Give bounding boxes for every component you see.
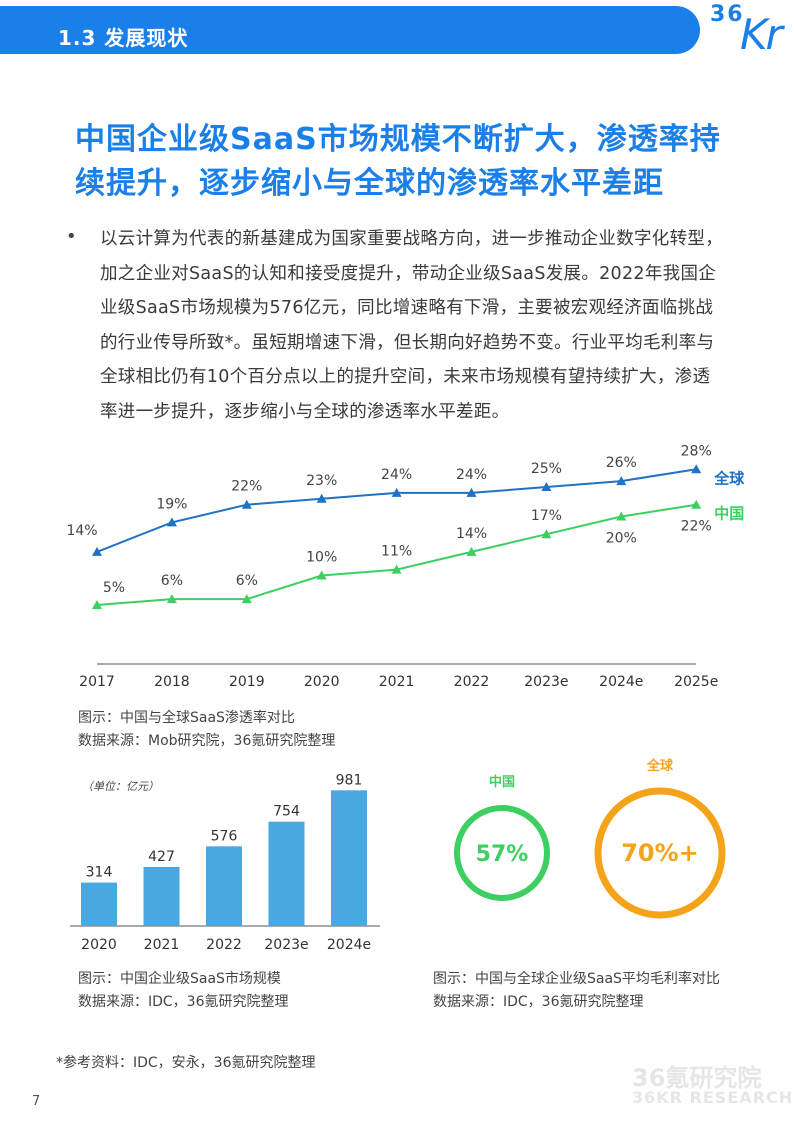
data-point-marker bbox=[316, 493, 327, 503]
bar-value-label: 981 bbox=[336, 772, 363, 788]
bar bbox=[331, 790, 367, 926]
bullet-marker: • bbox=[66, 226, 77, 247]
x-tick-label: 2021 bbox=[379, 674, 415, 690]
page-title: 中国企业级SaaS市场规模不断扩大，渗透率持续提升，逐步缩小与全球的渗透率水平差… bbox=[75, 122, 721, 201]
data-point-marker bbox=[391, 487, 402, 497]
bar-value-label: 754 bbox=[273, 804, 300, 820]
data-label: 10% bbox=[306, 550, 337, 566]
data-label: 6% bbox=[236, 573, 258, 589]
ring-title-china: 中国 bbox=[489, 774, 515, 790]
data-label: 24% bbox=[456, 467, 487, 483]
bar-value-label: 314 bbox=[86, 865, 113, 881]
body-paragraph: 以云计算为代表的新基建成为国家重要战略方向，进一步推动企业数字化转型，加之企业对… bbox=[100, 229, 723, 422]
data-point-marker bbox=[241, 594, 252, 604]
x-tick-label: 2024e bbox=[599, 674, 643, 690]
footnote: *参考资料：IDC，安永，36氪研究院整理 bbox=[56, 1055, 316, 1071]
data-label: 22% bbox=[681, 519, 712, 535]
data-point-marker bbox=[541, 529, 552, 539]
series-legend-china: 中国 bbox=[714, 505, 744, 523]
data-point-marker bbox=[466, 487, 477, 497]
ring-value-label: 70%+ bbox=[621, 839, 699, 867]
bar-chart-source: 数据来源：IDC，36氪研究院整理 bbox=[78, 994, 289, 1010]
bar-unit-label: （单位：亿元） bbox=[82, 780, 159, 793]
x-tick-label: 2022 bbox=[454, 674, 490, 690]
x-tick-label: 2023e bbox=[524, 674, 568, 690]
logo-number: 36 bbox=[710, 2, 745, 27]
bar-category-label: 2023e bbox=[264, 937, 308, 953]
data-label: 22% bbox=[231, 479, 262, 495]
market-size-bar-chart: （单位：亿元） 314 2020 427 2021 576 2022 754 2023e 981 2… bbox=[70, 772, 380, 953]
data-point-marker bbox=[691, 464, 702, 474]
data-label: 26% bbox=[606, 455, 637, 471]
ring-title-global: 全球 bbox=[646, 758, 674, 774]
bar bbox=[206, 846, 242, 926]
donut-chart-caption: 图示：中国与全球企业级SaaS平均毛利率对比 bbox=[433, 971, 720, 987]
line-chart-caption: 图示：中国与全球SaaS渗透率对比 bbox=[78, 710, 295, 726]
section-header-bar: 1.3 发展现状 bbox=[0, 6, 700, 54]
data-point-marker bbox=[541, 482, 552, 491]
bar-category-label: 2020 bbox=[81, 937, 117, 953]
data-point-marker bbox=[166, 594, 177, 604]
bar-category-label: 2022 bbox=[206, 937, 242, 953]
donut-chart-source: 数据来源：IDC，36氪研究院整理 bbox=[433, 994, 644, 1010]
data-point-marker bbox=[691, 499, 702, 509]
data-point-marker bbox=[391, 564, 402, 574]
data-point-marker bbox=[316, 570, 327, 580]
logo-letters: Kr bbox=[740, 10, 783, 59]
watermark-cn: 36氪研究院 bbox=[632, 1064, 762, 1092]
x-tick-label: 2018 bbox=[154, 674, 190, 690]
data-label: 14% bbox=[456, 526, 487, 542]
bar-category-label: 2021 bbox=[144, 937, 180, 953]
bar bbox=[81, 882, 117, 926]
bar-value-label: 576 bbox=[211, 828, 238, 844]
data-point-marker bbox=[616, 511, 627, 521]
bar-value-label: 427 bbox=[148, 849, 175, 865]
data-point-marker bbox=[616, 476, 627, 486]
data-label: 14% bbox=[66, 523, 97, 539]
x-tick-label: 2017 bbox=[79, 674, 115, 690]
bar bbox=[143, 866, 180, 926]
data-point-marker bbox=[92, 600, 102, 609]
penetration-line-chart: 2017 2018 2019 2020 2021 2022 2023e 2024e 2025e 1… bbox=[66, 443, 745, 690]
data-label: 23% bbox=[306, 473, 337, 489]
bar bbox=[268, 821, 305, 926]
data-label: 28% bbox=[681, 443, 712, 459]
data-label: 25% bbox=[531, 461, 562, 477]
data-label: 6% bbox=[161, 573, 183, 589]
watermark-en: 36KR RESEARCH bbox=[632, 1088, 794, 1107]
page-number: 7 bbox=[32, 1094, 41, 1109]
bar-category-label: 2024e bbox=[327, 937, 371, 953]
data-label: 20% bbox=[606, 531, 637, 547]
data-point-marker bbox=[241, 499, 252, 509]
ring-china bbox=[454, 805, 550, 901]
x-tick-label: 2020 bbox=[304, 674, 340, 690]
ring-value-label: 57% bbox=[476, 842, 529, 867]
x-tick-label: 2019 bbox=[229, 674, 265, 690]
bar-chart-caption: 图示：中国企业级SaaS市场规模 bbox=[78, 971, 281, 987]
line-chart-source: 数据来源：Mob研究院，36氪研究院整理 bbox=[78, 733, 336, 749]
gross-margin-donut-chart: 中国 57% 全球 70%+ bbox=[454, 758, 726, 919]
series-legend-global: 全球 bbox=[713, 469, 745, 487]
data-label: 17% bbox=[531, 508, 562, 524]
data-point-marker bbox=[466, 546, 477, 556]
x-tick-label: 2025e bbox=[674, 674, 718, 690]
data-label: 5% bbox=[103, 580, 125, 596]
data-label: 11% bbox=[381, 544, 412, 560]
data-point-marker bbox=[92, 546, 102, 556]
data-label: 24% bbox=[381, 467, 412, 483]
data-point-marker bbox=[166, 517, 177, 527]
ring-global bbox=[594, 787, 726, 919]
data-label: 19% bbox=[156, 496, 187, 512]
section-title: 1.3 发展现状 bbox=[58, 26, 189, 50]
